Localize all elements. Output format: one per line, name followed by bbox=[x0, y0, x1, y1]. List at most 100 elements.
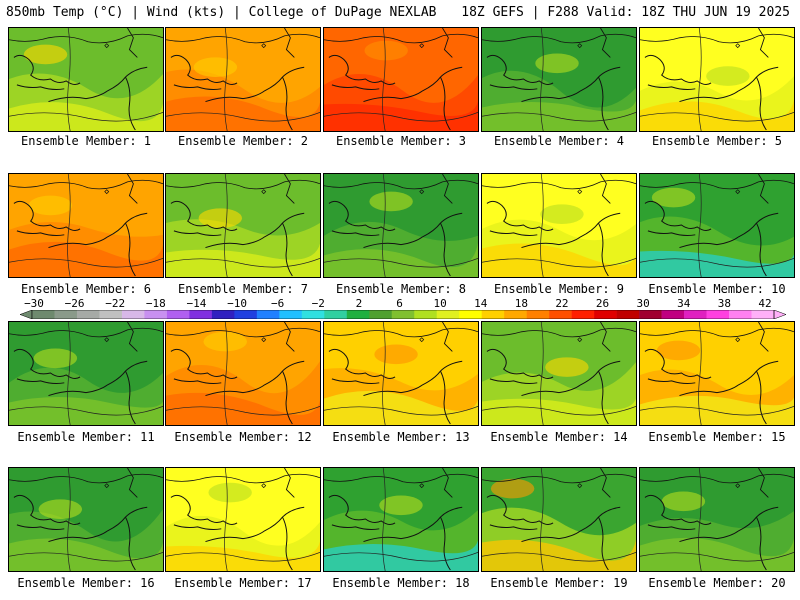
ensemble-member-map bbox=[8, 27, 164, 132]
ensemble-member-label: Ensemble Member: 3 bbox=[335, 134, 467, 148]
colorbar-swatch bbox=[414, 310, 438, 319]
ensemble-member-label: Ensemble Member: 5 bbox=[651, 134, 783, 148]
colorbar-swatch bbox=[346, 310, 370, 319]
temperature-field bbox=[323, 27, 479, 132]
ensemble-member-map bbox=[323, 467, 479, 572]
ensemble-member-map bbox=[481, 27, 637, 132]
ensemble-member-map bbox=[165, 467, 321, 572]
ensemble-member-map bbox=[323, 173, 479, 278]
temperature-field bbox=[165, 173, 321, 278]
ensemble-member-map bbox=[639, 173, 795, 278]
ensemble-member-label: Ensemble Member: 6 bbox=[20, 282, 152, 296]
colorbar-swatch bbox=[279, 310, 303, 319]
ensemble-member-label: Ensemble Member: 17 bbox=[174, 576, 312, 590]
temperature-field bbox=[165, 467, 321, 572]
colorbar-swatch bbox=[32, 310, 55, 319]
ensemble-member-map bbox=[165, 321, 321, 426]
ensemble-member-label: Ensemble Member: 10 bbox=[648, 282, 786, 296]
model-valid-time: 18Z GEFS | F288 Valid: 18Z THU JUN 19 20… bbox=[461, 5, 790, 20]
ensemble-member-label: Ensemble Member: 4 bbox=[493, 134, 625, 148]
ensemble-member-map bbox=[323, 27, 479, 132]
ensemble-member-map bbox=[639, 321, 795, 426]
temperature-colorbar bbox=[20, 310, 786, 319]
ensemble-member-map bbox=[481, 467, 637, 572]
colorbar-swatch bbox=[684, 310, 707, 319]
ensemble-member-map bbox=[8, 321, 164, 426]
ensemble-member-map bbox=[639, 27, 795, 132]
ensemble-member-label: Ensemble Member: 9 bbox=[493, 282, 625, 296]
colorbar-swatch bbox=[256, 310, 280, 319]
colorbar-swatch bbox=[99, 310, 123, 319]
colorbar-swatch bbox=[189, 310, 213, 319]
ensemble-member-label: Ensemble Member: 1 bbox=[20, 134, 152, 148]
ensemble-member-label: Ensemble Member: 19 bbox=[490, 576, 628, 590]
colorbar-tick-label: 10 bbox=[433, 297, 447, 310]
colorbar-swatch bbox=[481, 310, 505, 319]
colorbar-swatch bbox=[391, 310, 415, 319]
colorbar-swatch bbox=[301, 310, 325, 319]
temperature-field bbox=[639, 467, 795, 572]
temperature-field bbox=[639, 173, 795, 278]
colorbar-tick-label: 2 bbox=[355, 297, 363, 310]
colorbar-swatch bbox=[459, 310, 482, 319]
colorbar-tick-label: −14 bbox=[186, 297, 207, 310]
temperature-field bbox=[639, 321, 795, 426]
colorbar-swatch bbox=[436, 310, 460, 319]
ensemble-member-label: Ensemble Member: 13 bbox=[332, 430, 470, 444]
colorbar-tick-label: 18 bbox=[514, 297, 528, 310]
colorbar-tick-label: −30 bbox=[24, 297, 44, 310]
ensemble-member-label: Ensemble Member: 11 bbox=[17, 430, 155, 444]
ensemble-member-label: Ensemble Member: 15 bbox=[648, 430, 786, 444]
colorbar-swatch bbox=[234, 310, 258, 319]
colorbar-swatch bbox=[526, 310, 550, 319]
ensemble-member-label: Ensemble Member: 14 bbox=[490, 430, 628, 444]
colorbar-tick-label: 30 bbox=[636, 297, 650, 310]
ensemble-member-label: Ensemble Member: 2 bbox=[177, 134, 309, 148]
colorbar-swatch bbox=[661, 310, 685, 319]
colorbar-swatch bbox=[504, 310, 527, 319]
temperature-field bbox=[8, 467, 164, 572]
colorbar-swatch bbox=[571, 310, 595, 319]
ensemble-member-map bbox=[481, 173, 637, 278]
temperature-field bbox=[481, 173, 637, 278]
ensemble-member-map bbox=[481, 321, 637, 426]
colorbar-swatch bbox=[706, 310, 730, 319]
colorbar-tick-label: 6 bbox=[396, 297, 403, 310]
temperature-field bbox=[165, 27, 321, 132]
temperature-field bbox=[481, 27, 637, 132]
colorbar-swatch bbox=[729, 310, 752, 319]
ensemble-member-label: Ensemble Member: 8 bbox=[335, 282, 467, 296]
temperature-field bbox=[323, 173, 479, 278]
ensemble-member-map bbox=[8, 173, 164, 278]
ensemble-member-map bbox=[323, 321, 479, 426]
ensemble-member-label: Ensemble Member: 20 bbox=[648, 576, 786, 590]
temperature-field bbox=[481, 467, 637, 572]
colorbar-tick-label: −26 bbox=[64, 297, 85, 310]
temperature-field bbox=[323, 467, 479, 572]
ensemble-member-map bbox=[8, 467, 164, 572]
colorbar-swatch bbox=[369, 310, 393, 319]
colorbar-swatch bbox=[594, 310, 617, 319]
colorbar-tick-label: 42 bbox=[758, 297, 772, 310]
colorbar-swatch bbox=[639, 310, 662, 319]
colorbar-swatch bbox=[549, 310, 572, 319]
colorbar-tick-label: 14 bbox=[474, 297, 488, 310]
colorbar-tick-label: −6 bbox=[271, 297, 285, 310]
colorbar-swatch bbox=[324, 310, 348, 319]
map-title: 850mb Temp (°C) | Wind (kts) | College o… bbox=[6, 5, 437, 20]
temperature-field bbox=[8, 321, 164, 426]
temperature-field bbox=[639, 27, 795, 132]
temperature-field bbox=[8, 173, 164, 278]
colorbar-tick-label: 26 bbox=[595, 297, 610, 310]
temperature-field bbox=[165, 321, 321, 426]
ensemble-member-map bbox=[165, 173, 321, 278]
ensemble-member-map bbox=[639, 467, 795, 572]
colorbar-swatch bbox=[616, 310, 640, 319]
ensemble-member-label: Ensemble Member: 18 bbox=[332, 576, 470, 590]
colorbar-tick-label: 38 bbox=[717, 297, 731, 310]
colorbar-swatch bbox=[751, 310, 775, 319]
colorbar-swatch bbox=[166, 310, 190, 319]
colorbar-tick-label: −10 bbox=[227, 297, 247, 310]
colorbar-swatch bbox=[76, 310, 100, 319]
ensemble-member-label: Ensemble Member: 16 bbox=[17, 576, 155, 590]
